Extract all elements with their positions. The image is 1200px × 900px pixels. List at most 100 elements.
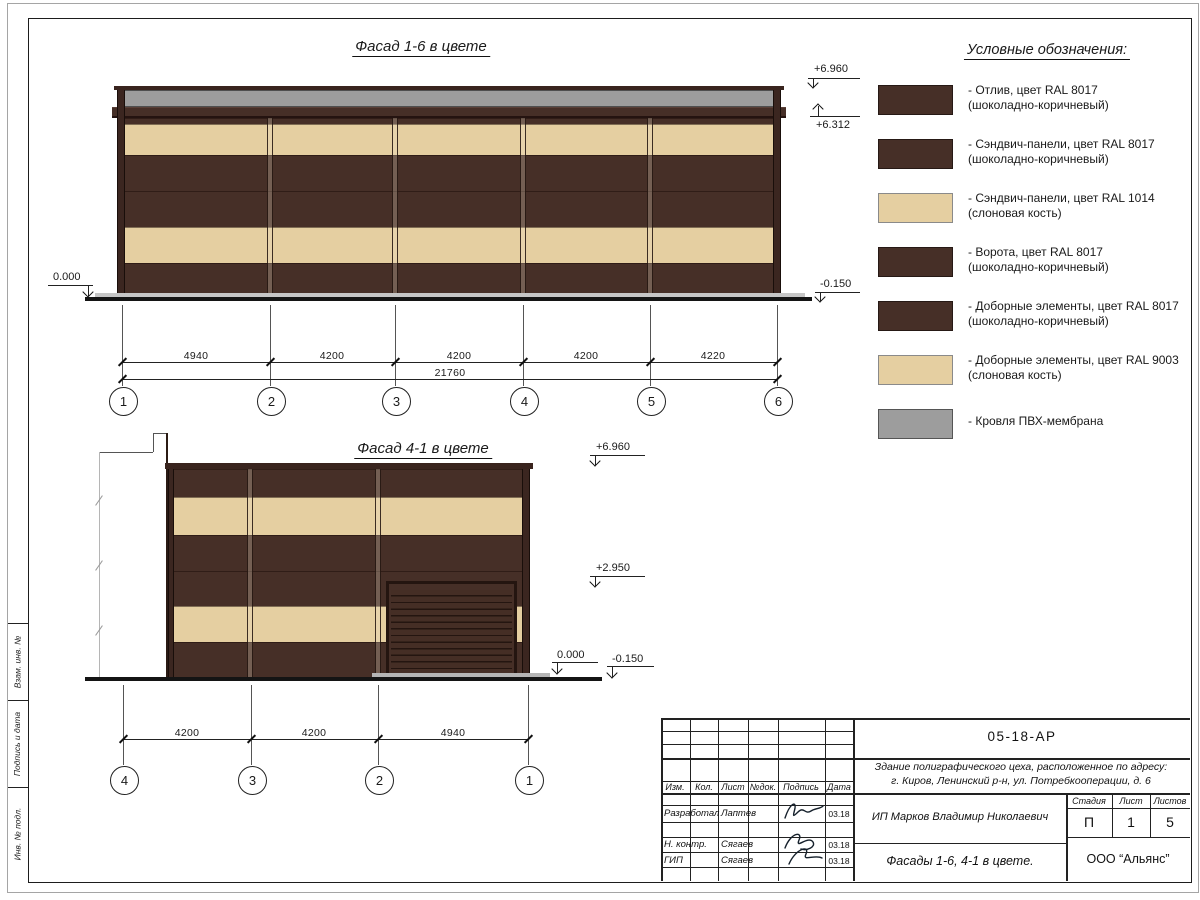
dimension-line — [122, 362, 777, 363]
axis-bubble: 1 — [109, 387, 138, 416]
legend-line: - Отлив, цвет RAL 8017 — [968, 83, 1098, 97]
legend-line: - Сэндвич-панели, цвет RAL 1014 — [968, 191, 1155, 205]
legend-line: - Доборные элементы, цвет RAL 8017 — [968, 299, 1179, 313]
panel-joint — [520, 118, 526, 297]
side-stamp-line — [8, 787, 28, 788]
title-block-line — [661, 822, 853, 823]
dimension-value: 4200 — [301, 727, 327, 739]
tb-role: Разработал — [664, 808, 720, 819]
title-block-line — [661, 805, 853, 806]
extension-line — [122, 305, 123, 386]
side-stamp-line — [8, 700, 28, 701]
level-arrow-stem — [88, 285, 89, 296]
dimension-total-value: 21760 — [434, 367, 466, 379]
level-arrow-stem — [813, 78, 814, 87]
title-block-line — [661, 781, 853, 782]
gate — [386, 581, 517, 677]
level-arrow-stem — [557, 662, 558, 673]
level-arrow-stem — [595, 455, 596, 465]
legend-item-text: - Сэндвич-панели, цвет RAL 1014 (слонова… — [968, 191, 1155, 221]
tb-name: Сягаев — [721, 839, 754, 850]
parapet-cap — [114, 86, 784, 90]
adjacent-structure-line — [99, 452, 153, 453]
title-block-line — [690, 718, 691, 881]
extension-line — [650, 305, 651, 386]
tb-date: 03.18 — [828, 809, 850, 819]
legend-item-text: - Кровля ПВХ-мембрана — [968, 414, 1103, 429]
adjacent-structure-line — [153, 433, 166, 434]
panel-band — [117, 155, 781, 192]
panel-band — [117, 124, 781, 156]
level-label: -0.150 — [820, 278, 852, 290]
tb-header-list: Лист — [721, 782, 745, 792]
panel-band — [117, 227, 781, 264]
tb-role: ГИП — [664, 855, 683, 866]
level-label: +6.960 — [814, 63, 848, 75]
parapet-cap — [165, 463, 533, 469]
axis-bubble: 2 — [365, 766, 394, 795]
side-stamp-label: Инв. № подл. — [12, 807, 23, 861]
title-block-line — [778, 718, 779, 881]
tb-header-date: Дата — [827, 782, 851, 792]
level-label: 0.000 — [557, 649, 585, 661]
tb-name: Сягаев — [721, 855, 754, 866]
corner-trim — [522, 469, 530, 677]
panel-joint — [375, 469, 381, 677]
level-label: -0.150 — [612, 653, 644, 665]
panel-band — [117, 191, 781, 228]
axis-bubble: 3 — [238, 766, 267, 795]
title-block-line — [1066, 808, 1190, 809]
extension-line — [777, 305, 778, 386]
legend-line: (шоколадно-коричневый) — [968, 260, 1109, 274]
tb-date: 03.18 — [828, 840, 850, 850]
side-stamp-line — [8, 623, 28, 624]
adjacent-structure-line — [153, 433, 154, 452]
dimension-value: 4220 — [700, 350, 726, 362]
level-line — [808, 78, 860, 79]
axis-bubble: 4 — [110, 766, 139, 795]
otliv-ledge — [112, 107, 786, 118]
legend-swatch — [878, 409, 953, 439]
side-stamp-cell: Инв. № подл. — [7, 787, 28, 881]
tb-stage-value: П — [1083, 814, 1095, 830]
title-block-line — [853, 843, 1066, 844]
panel-band — [117, 263, 781, 298]
panel-band — [168, 535, 530, 572]
level-arrow-stem — [818, 106, 819, 116]
drawing-frame — [28, 18, 1192, 883]
tb-sheets-label: Листов — [1153, 796, 1187, 806]
legend-swatch — [878, 85, 953, 115]
legend-line: (шоколадно-коричневый) — [968, 152, 1109, 166]
side-stamp-cell: Подпись и дата — [7, 700, 28, 787]
title-block-line — [661, 793, 1190, 795]
side-stamp-cell: Взам. инв. № — [7, 623, 28, 700]
level-line — [48, 285, 93, 286]
legend-swatch — [878, 247, 953, 277]
title-block-line — [661, 718, 663, 881]
panel-band — [168, 469, 530, 498]
level-arrow-stem — [612, 666, 613, 677]
extension-line — [395, 305, 396, 386]
tb-organization: ООО “Альянс” — [1086, 852, 1170, 866]
title-block-line — [825, 718, 826, 881]
legend-line: (шоколадно-коричневый) — [968, 314, 1109, 328]
side-stamp-label: Подпись и дата — [12, 711, 23, 776]
gate-slats — [391, 590, 512, 672]
legend-item-text: - Доборные элементы, цвет RAL 9003 (слон… — [968, 353, 1179, 383]
ground-line — [85, 297, 812, 301]
extension-line — [251, 685, 252, 765]
extension-line — [523, 305, 524, 386]
title-block-line — [661, 731, 853, 732]
level-label: +6.960 — [596, 441, 630, 453]
tb-header-kol: Кол. — [695, 782, 713, 792]
level-label: +6.312 — [816, 119, 850, 131]
legend-swatch — [878, 139, 953, 169]
tb-date: 03.18 — [828, 856, 850, 866]
tb-stage-label: Стадия — [1072, 796, 1106, 806]
sheet-outer-border — [7, 3, 1199, 893]
legend-line: - Доборные элементы, цвет RAL 9003 — [968, 353, 1179, 367]
tb-name: Лаптев — [721, 808, 757, 819]
tb-sheet-title: Фасады 1-6, 4-1 в цвете. — [886, 854, 1034, 868]
adjacent-structure-edge — [166, 433, 168, 677]
